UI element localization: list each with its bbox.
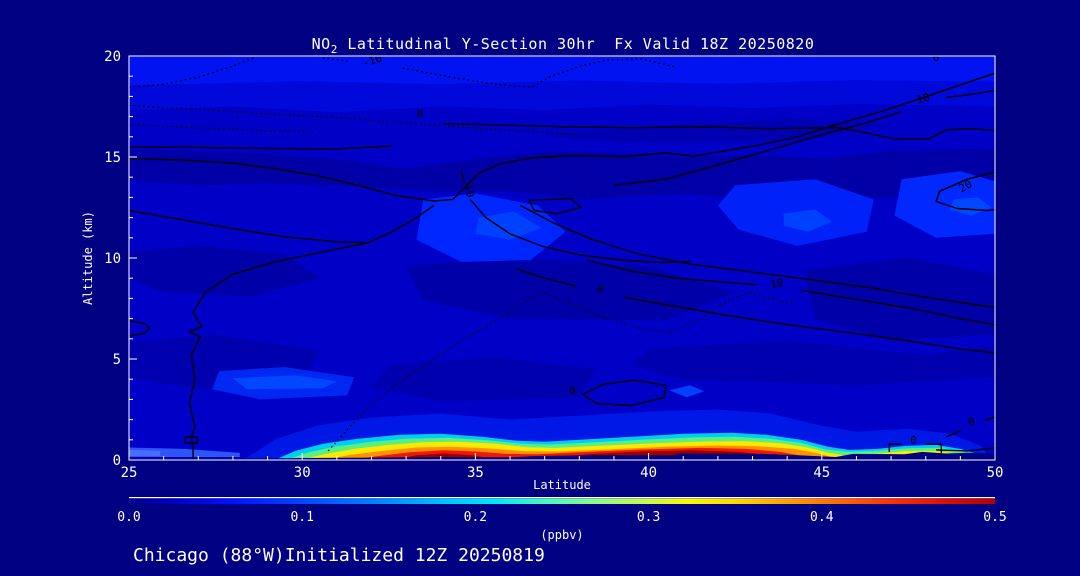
contour-line xyxy=(528,197,582,215)
colorbar-tick-label: 0.1 xyxy=(290,510,313,525)
fill-region-farright-bright-core xyxy=(950,197,992,216)
title-rest: Latitudinal Y-Section 30hr Fx Valid 18Z … xyxy=(338,35,815,53)
filled-contour-layers xyxy=(129,56,995,460)
line-contours xyxy=(129,57,995,460)
fill-region-top-band-bright xyxy=(129,56,995,86)
contour-line xyxy=(800,289,995,326)
contour-line xyxy=(586,259,757,286)
contour-label: 10 xyxy=(462,183,477,198)
x-tick-label: 40 xyxy=(640,465,657,481)
fill-region-small-bright-diamond xyxy=(669,385,704,398)
y-tick-label: 15 xyxy=(104,150,121,166)
y-axis-title: Altitude (km) xyxy=(81,211,95,305)
fill-region-center-dark xyxy=(406,258,736,321)
colorbar: 0.0 0.1 0.2 0.3 0.4 0.5 xyxy=(117,497,1007,525)
contour-label: 10 xyxy=(769,276,785,291)
contour-line xyxy=(935,171,995,212)
init-annotation: Chicago (88°W)Initialized 12Z 20250819 xyxy=(133,545,545,566)
colorbar-tick-label: 0.2 xyxy=(464,510,487,525)
contour-label: 0 xyxy=(966,415,977,429)
contour-line xyxy=(946,430,961,438)
y-tick-label: 20 xyxy=(104,49,121,65)
contour-line xyxy=(516,268,577,287)
contour-line-dotted xyxy=(129,57,254,88)
x-tick-label: 35 xyxy=(467,465,484,481)
contour-label: 20 xyxy=(957,177,975,195)
fill-region-left-surface-streak-core xyxy=(129,449,161,456)
colorbar-top-line xyxy=(129,497,995,499)
fill-region-terrain xyxy=(129,451,995,460)
fill-region-centerright-bright-core xyxy=(783,209,833,232)
x-tick-label: 45 xyxy=(813,465,830,481)
contour-line xyxy=(367,204,435,244)
contour-line xyxy=(129,145,393,150)
y-tick-label: 0 xyxy=(113,453,121,469)
contour-line xyxy=(624,296,995,354)
contour-line xyxy=(184,242,369,460)
contour-line xyxy=(129,319,151,337)
fill-region-top-band-2 xyxy=(129,80,995,113)
plot-title: NO2 Latitudinal Y-Section 30hr Fx Valid … xyxy=(312,35,815,56)
colorbar-bar xyxy=(129,498,995,504)
fill-region-right-dark xyxy=(804,258,995,341)
contour-line xyxy=(582,379,667,407)
colorbar-tick-label: 0.5 xyxy=(983,510,1006,525)
contour-line xyxy=(946,89,995,99)
contour-label: 0 xyxy=(910,434,917,447)
contour-line xyxy=(460,170,465,184)
contour-line xyxy=(129,72,995,202)
contour-line xyxy=(888,443,902,452)
contour-label: 0 xyxy=(417,108,424,121)
title-subscript: 2 xyxy=(331,43,338,56)
x-tick-label: 50 xyxy=(987,465,1004,481)
contour-line xyxy=(469,198,691,264)
colorbar-tick-label: 0.0 xyxy=(117,510,140,525)
contour-line xyxy=(984,415,995,422)
colorbar-tick-label: 0.3 xyxy=(637,510,660,525)
x-tick-label: 25 xyxy=(121,465,138,481)
contour-label: 0 xyxy=(933,51,940,64)
fill-region-center-bright-core xyxy=(475,211,542,240)
fill-region-lower-right-dark xyxy=(631,340,995,386)
colorbar-unit-label: (ppbv) xyxy=(540,528,583,542)
y-tick-label: 10 xyxy=(104,251,121,267)
colorbar-tick-label: 0.4 xyxy=(810,510,834,525)
contour-line-dotted xyxy=(129,124,313,133)
fill-region-lower-mid-dark xyxy=(371,357,597,402)
contour-line xyxy=(936,447,995,452)
contour-line xyxy=(520,204,995,309)
axes: 25 30 35 40 45 50 0 5 10 15 20 xyxy=(104,49,1003,481)
fill-region-left-dark xyxy=(129,245,320,297)
fill-region-upper-right-dark xyxy=(544,118,892,143)
contour-label: 10 xyxy=(915,91,931,107)
fill-region-lowerleft-bright-core xyxy=(232,375,337,390)
x-axis-title: Latitude xyxy=(533,478,591,492)
contour-label: 0 xyxy=(569,384,576,397)
x-tick-label: 30 xyxy=(294,465,311,481)
contour-line xyxy=(613,110,902,186)
title-prefix: NO xyxy=(312,35,331,53)
contour-line xyxy=(444,123,995,140)
y-tick-label: 5 xyxy=(113,352,121,368)
contour-line xyxy=(129,209,369,244)
